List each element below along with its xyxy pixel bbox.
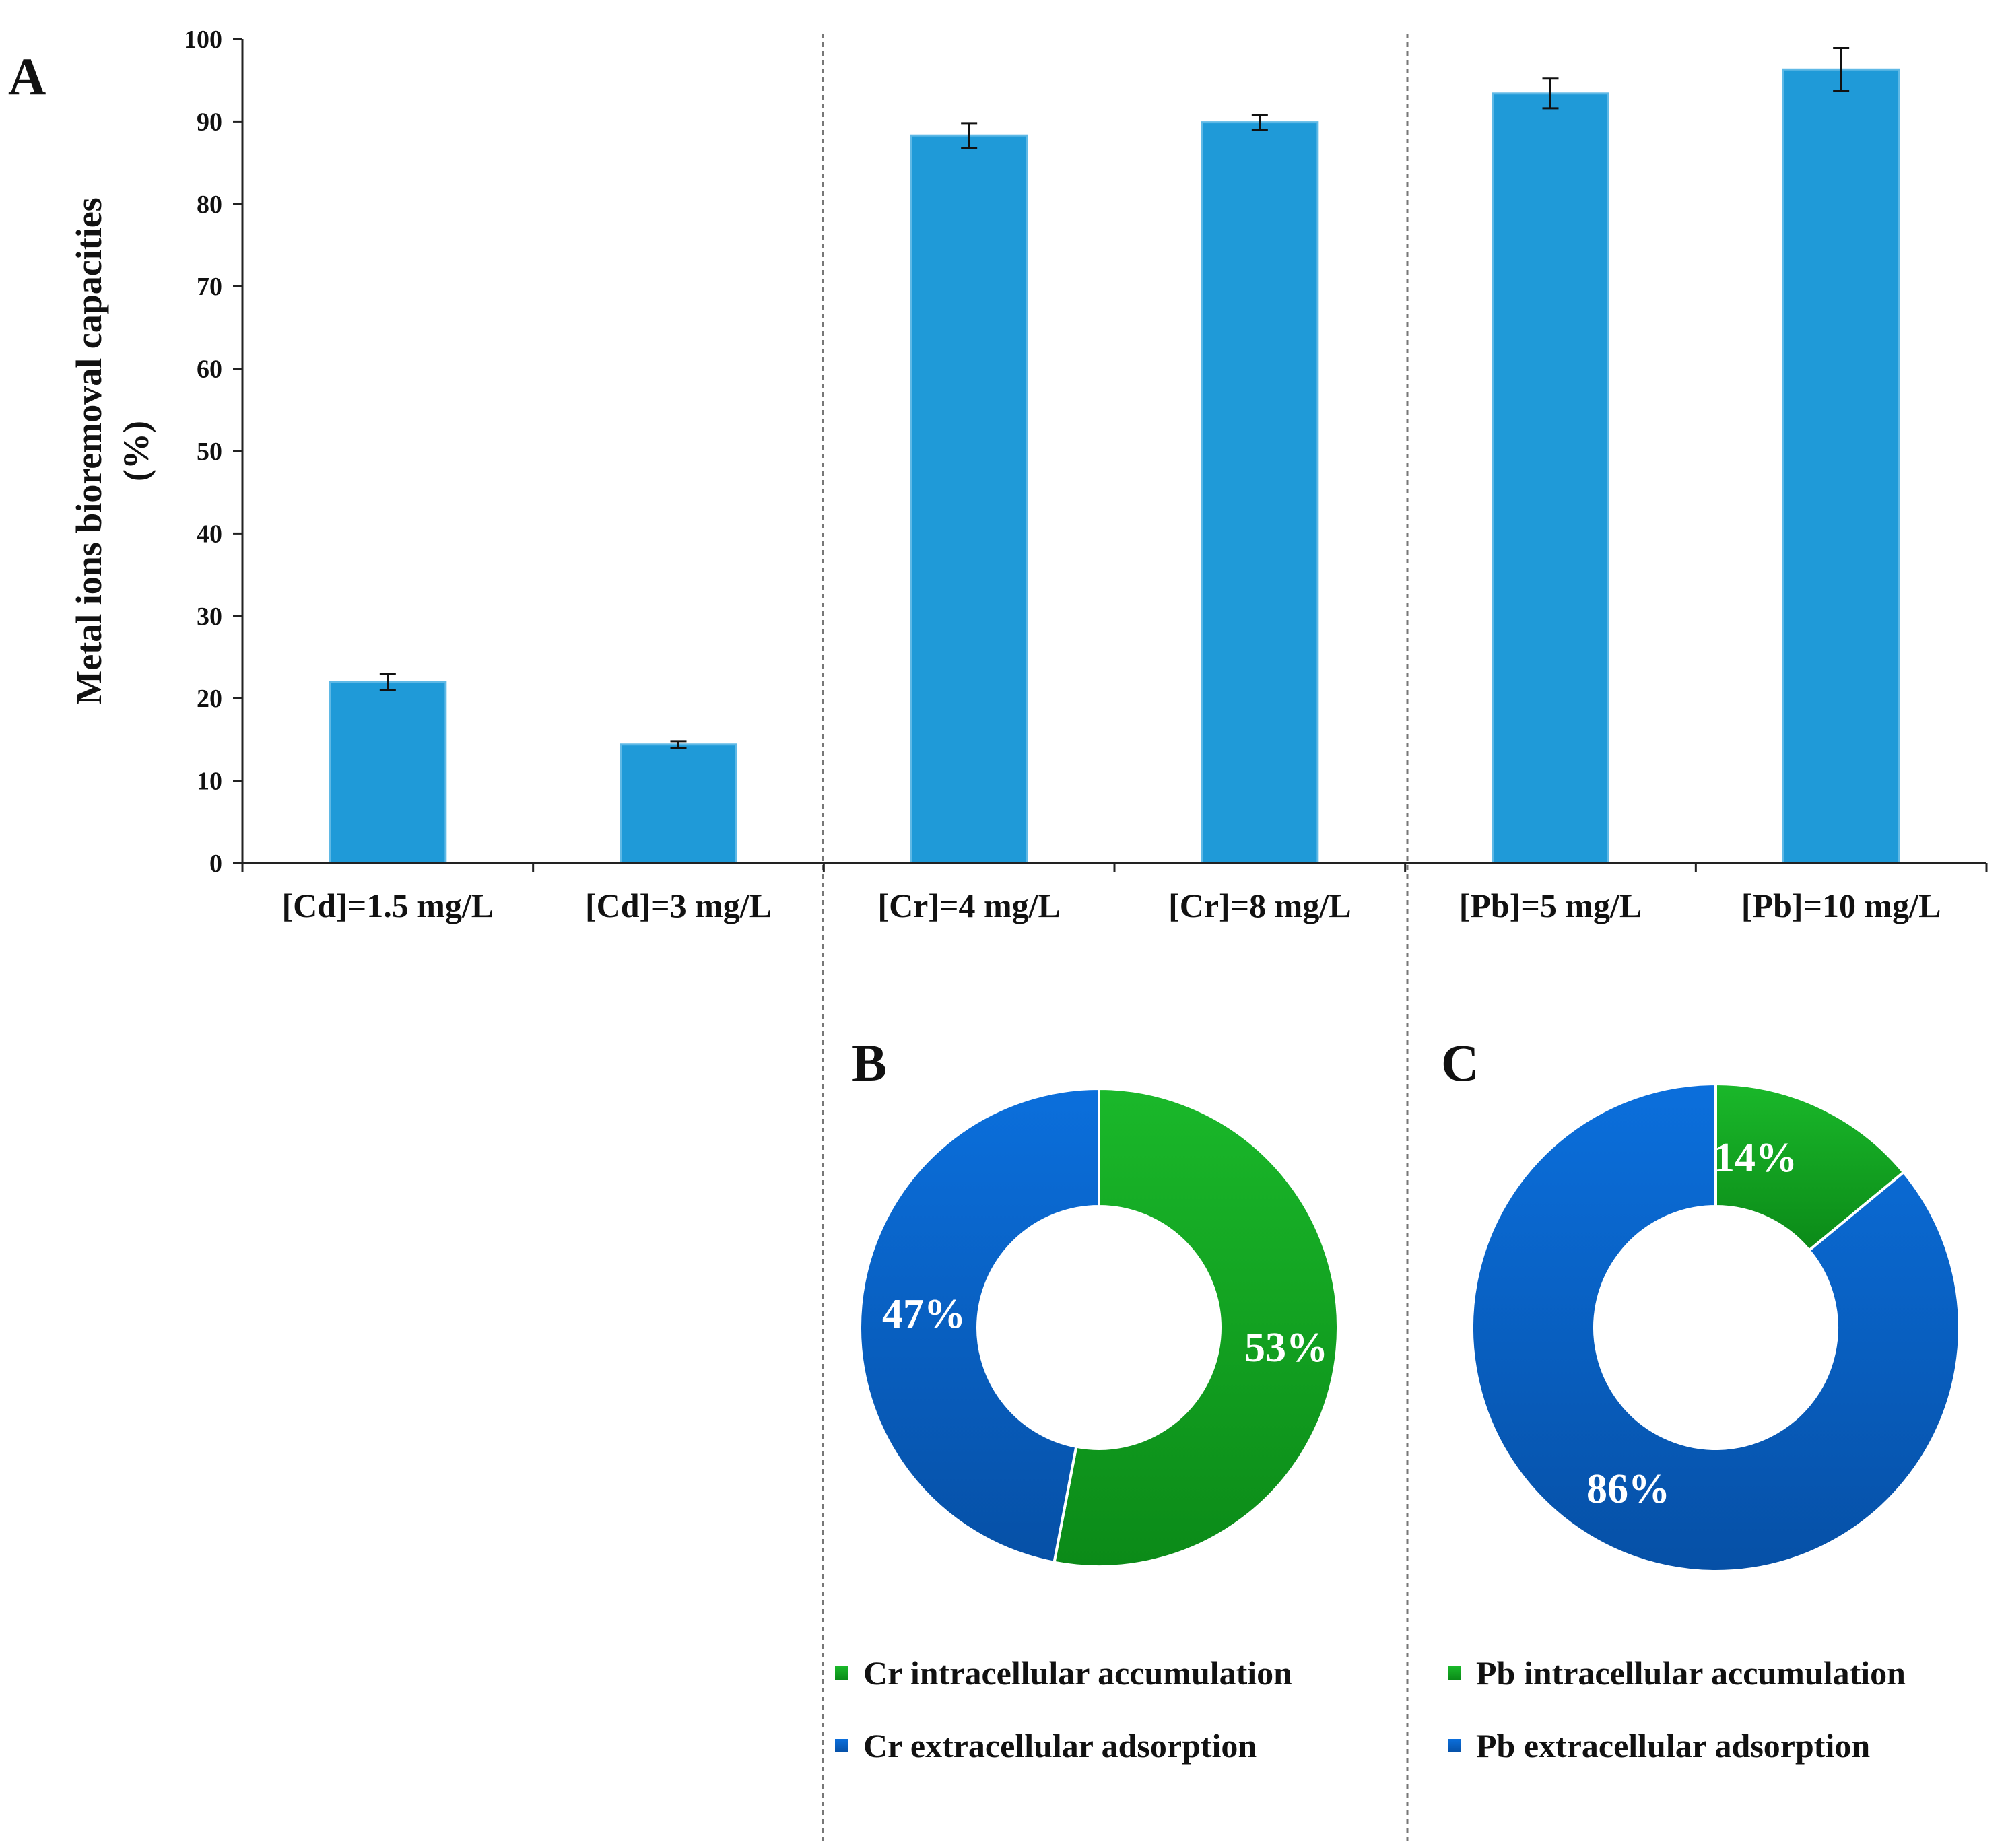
panel-letter-a: A <box>8 47 46 106</box>
legend-b-swatch-blue <box>835 1739 848 1752</box>
legend-b-label-extracellular: Cr extracellular adsorption <box>863 1727 1257 1765</box>
donut-slice-blue <box>1471 1082 1961 1573</box>
legend-c-swatch-blue <box>1448 1739 1461 1752</box>
y-tick-label: 70 <box>197 273 222 301</box>
legend-c-swatch-green <box>1448 1666 1461 1680</box>
x-category-label: [Cr]=4 mg/L <box>877 887 1060 924</box>
donut-b: 53% 47% <box>859 1087 1340 1568</box>
donut-slice-blue <box>859 1087 1100 1565</box>
y-tick-label: 60 <box>197 355 222 384</box>
y-tick-label: 50 <box>197 438 222 466</box>
bar <box>1201 121 1319 864</box>
y-tick-label: 90 <box>197 108 222 136</box>
y-axis-title-line1: Metal ions bioremoval capacities <box>69 197 109 704</box>
error-bar <box>1833 46 1850 92</box>
x-category-label: [Cd]=1.5 mg/L <box>282 887 494 924</box>
legend-c-label-extracellular: Pb extracellular adsorption <box>1476 1727 1870 1765</box>
panel-letter-b: B <box>852 1033 887 1092</box>
legend-c: Pb intracellular accumulation Pb extrace… <box>1448 1654 1906 1765</box>
x-category-label: [Cd]=3 mg/L <box>585 887 772 924</box>
y-axis-title: Metal ions bioremoval capacities (%) <box>69 197 156 704</box>
error-bar <box>379 672 396 691</box>
panel-letter-c: C <box>1441 1033 1479 1092</box>
legend-b: Cr intracellular accumulation Cr extrace… <box>835 1654 1292 1765</box>
y-tick-label: 10 <box>197 767 222 796</box>
y-tick-label: 20 <box>197 685 222 713</box>
slice-percent-label: 86% <box>1586 1466 1670 1512</box>
x-category-label: [Pb]=10 mg/L <box>1741 887 1941 924</box>
y-tick-label: 0 <box>209 850 222 878</box>
y-tick-label: 40 <box>197 520 222 548</box>
bar <box>910 134 1028 864</box>
legend-c-label-intracellular: Pb intracellular accumulation <box>1476 1654 1906 1692</box>
legend-b-swatch-green <box>835 1666 848 1680</box>
donut-chart-panel-c: C 14% 86% Pb intracellular accumulation P… <box>1441 1033 1961 1765</box>
bar <box>1782 68 1900 864</box>
x-category-label: [Cr]=8 mg/L <box>1168 887 1351 924</box>
y-tick-label: 100 <box>184 26 222 54</box>
y-axis-title-line2: (%) <box>116 421 156 481</box>
y-tick-label: 80 <box>197 191 222 219</box>
donut-c: 14% 86% <box>1471 1082 1961 1573</box>
error-bar <box>670 740 687 749</box>
bars <box>329 46 1900 864</box>
slice-percent-label: 47% <box>882 1291 966 1337</box>
bar <box>1492 92 1609 864</box>
x-axis-categories: [Cd]=1.5 mg/L [Cd]=3 mg/L [Cr]=4 mg/L [Cr]=… <box>241 863 1988 924</box>
legend-b-label-intracellular: Cr intracellular accumulation <box>863 1654 1292 1692</box>
x-category-label: [Pb]=5 mg/L <box>1459 887 1642 924</box>
bar <box>620 743 737 864</box>
error-bar <box>1542 77 1559 110</box>
error-bar <box>961 122 978 149</box>
y-tick-label: 30 <box>197 603 222 631</box>
bar <box>329 681 447 864</box>
donut-chart-panel-b: B 53% 47% Cr intracellular accumulation C… <box>835 1033 1340 1765</box>
donut-slice-green <box>1714 1082 1906 1253</box>
error-bar <box>1251 114 1268 131</box>
bar-chart-panel-a: A Metal ions bioremoval capacities (%) 0… <box>8 26 1988 924</box>
slice-percent-label: 14% <box>1714 1135 1797 1181</box>
donut-slice-green <box>1052 1087 1340 1568</box>
y-axis: 0 10 20 30 40 50 60 70 80 90 100 <box>184 26 242 878</box>
slice-percent-label: 53% <box>1244 1325 1328 1371</box>
